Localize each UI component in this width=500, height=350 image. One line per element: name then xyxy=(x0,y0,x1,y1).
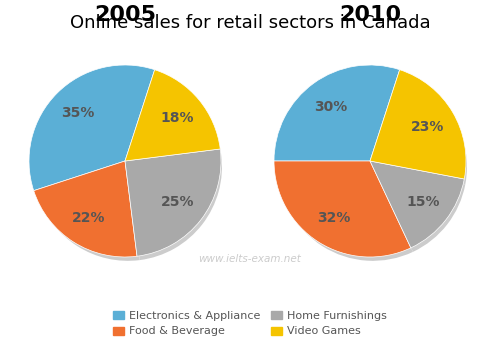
Wedge shape xyxy=(373,77,467,184)
Text: 18%: 18% xyxy=(160,111,194,125)
Wedge shape xyxy=(34,73,157,196)
Wedge shape xyxy=(125,149,221,256)
Text: 25%: 25% xyxy=(162,195,195,209)
Wedge shape xyxy=(128,155,222,260)
Wedge shape xyxy=(279,73,402,167)
Title: 2005: 2005 xyxy=(94,5,156,25)
Wedge shape xyxy=(38,167,140,261)
Wedge shape xyxy=(373,167,466,252)
Wedge shape xyxy=(370,70,466,179)
Text: 23%: 23% xyxy=(411,120,444,134)
Wedge shape xyxy=(29,65,154,191)
Legend: Electronics & Appliance, Food & Beverage, Home Furnishings, Video Games: Electronics & Appliance, Food & Beverage… xyxy=(109,307,391,341)
Text: Online sales for retail sectors in Canada: Online sales for retail sectors in Canad… xyxy=(70,14,430,32)
Text: 15%: 15% xyxy=(406,195,440,209)
Text: 32%: 32% xyxy=(318,211,350,225)
Wedge shape xyxy=(279,167,413,261)
Wedge shape xyxy=(125,70,220,161)
Text: 22%: 22% xyxy=(72,211,106,225)
Wedge shape xyxy=(128,77,221,167)
Text: 30%: 30% xyxy=(314,100,347,114)
Wedge shape xyxy=(274,161,411,257)
Text: www.ielts-exam.net: www.ielts-exam.net xyxy=(198,254,302,264)
Title: 2010: 2010 xyxy=(339,5,401,25)
Text: 35%: 35% xyxy=(61,106,94,120)
Wedge shape xyxy=(274,65,400,161)
Wedge shape xyxy=(34,161,137,257)
Wedge shape xyxy=(370,161,464,248)
